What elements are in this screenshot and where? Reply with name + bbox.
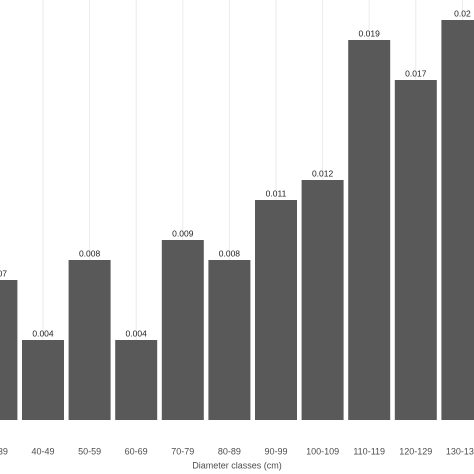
x-tick-label: 40-49 xyxy=(31,446,54,456)
value-label: 0.012 xyxy=(312,168,334,178)
value-label: 0.007 xyxy=(0,268,7,278)
bar xyxy=(68,260,111,420)
x-tick-label: 110-119 xyxy=(353,446,385,456)
bar xyxy=(0,280,18,420)
x-axis-title: Diameter classes (cm) xyxy=(192,460,282,470)
value-label: 0.019 xyxy=(359,28,381,38)
bar xyxy=(348,40,391,420)
bar xyxy=(394,80,437,420)
x-tick-label: 80-89 xyxy=(218,446,241,456)
bar xyxy=(301,180,344,420)
value-label: 0.004 xyxy=(126,328,148,338)
value-label: 0.009 xyxy=(172,228,194,238)
x-tick-label: 100-109 xyxy=(306,446,339,456)
bar xyxy=(441,20,474,420)
bar xyxy=(208,260,251,420)
value-label: 0.008 xyxy=(79,248,101,258)
value-label: 0.02 xyxy=(454,8,471,18)
x-tick-label: 70-79 xyxy=(171,446,194,456)
x-tick-label: 30-39 xyxy=(0,446,8,456)
value-label: 0.011 xyxy=(266,188,287,198)
x-tick-label: 120-129 xyxy=(399,446,432,456)
value-label: 0.004 xyxy=(32,328,54,338)
bar xyxy=(161,240,204,420)
x-tick-label: 50-59 xyxy=(78,446,101,456)
value-label: 0.017 xyxy=(405,68,427,78)
value-label: 0.008 xyxy=(219,248,241,258)
bar xyxy=(255,200,297,420)
x-tick-label: 60-69 xyxy=(125,446,148,456)
bar xyxy=(115,340,158,420)
x-tick-label: 130-139 xyxy=(446,446,474,456)
bar xyxy=(22,340,64,420)
x-tick-label: 90-99 xyxy=(264,446,287,456)
